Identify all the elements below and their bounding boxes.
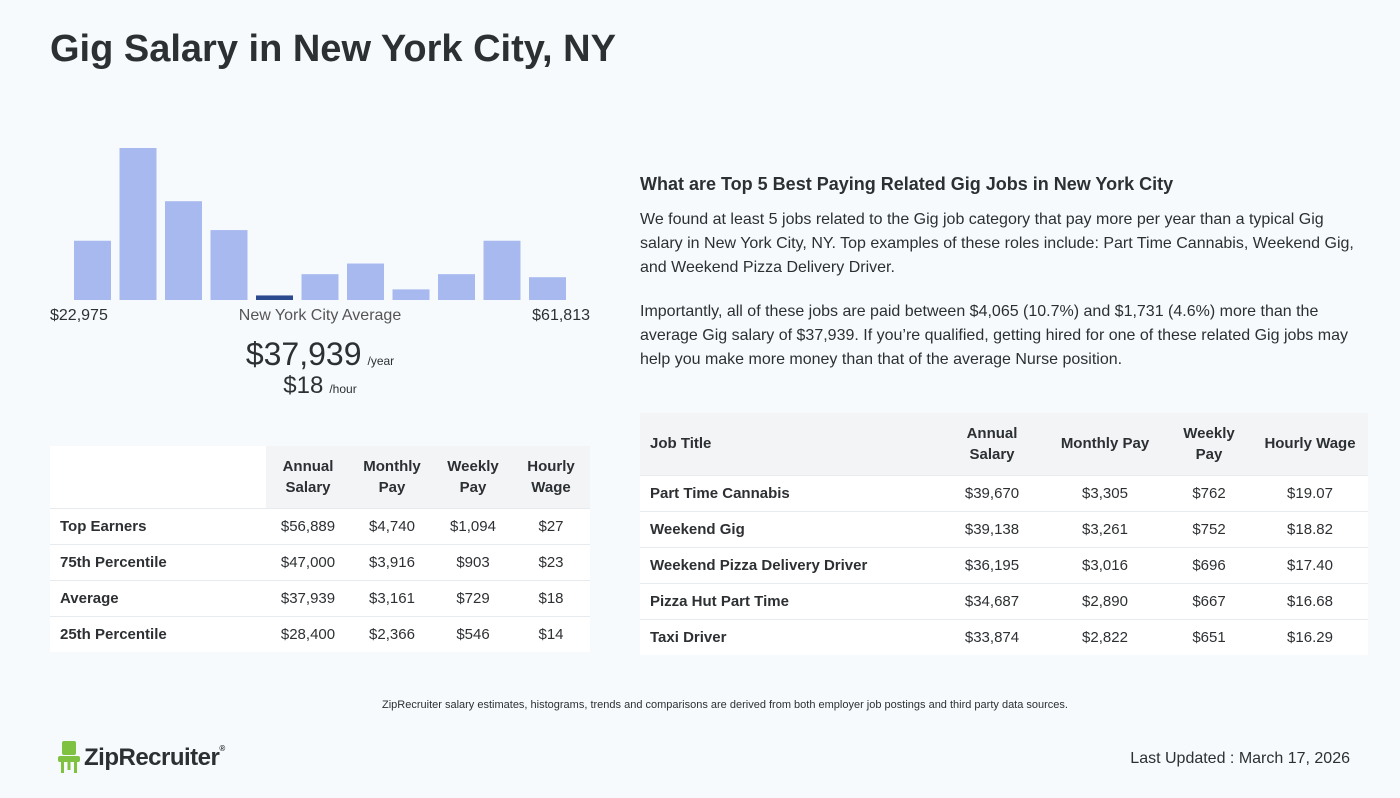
average-yearly-unit: /year bbox=[367, 354, 395, 368]
monthly-cell: $3,161 bbox=[350, 579, 434, 616]
histogram-bar bbox=[392, 289, 430, 300]
monthly-cell: $3,261 bbox=[1044, 510, 1166, 547]
related-jobs-intro: We found at least 5 jobs related to the … bbox=[640, 211, 1354, 276]
average-hourly-value: $18 bbox=[283, 372, 324, 399]
hourly-cell: $23 bbox=[512, 543, 590, 580]
related-jobs-table: Job Title Annual Salary Monthly Pay Week… bbox=[640, 413, 1368, 655]
average-hourly: $18/hour bbox=[50, 372, 590, 400]
weekly-cell: $752 bbox=[1166, 510, 1252, 547]
percentile-header-annual: Annual Salary bbox=[266, 446, 350, 508]
logo-registered-mark: ® bbox=[219, 744, 225, 753]
hourly-cell: $16.68 bbox=[1252, 582, 1368, 619]
annual-cell: $56,889 bbox=[266, 507, 350, 544]
percentile-header-monthly: Monthly Pay bbox=[350, 446, 434, 508]
table-row: Part Time Cannabis $39,670 $3,305 $762 $… bbox=[640, 474, 1368, 511]
monthly-cell: $3,305 bbox=[1044, 474, 1166, 511]
annual-cell: $36,195 bbox=[940, 546, 1044, 583]
annual-cell: $37,939 bbox=[266, 579, 350, 616]
jobs-header-weekly: Weekly Pay bbox=[1166, 413, 1252, 475]
row-label: 75th Percentile bbox=[50, 543, 266, 580]
histogram-min-label: $22,975 bbox=[50, 307, 108, 324]
job-title-cell: Pizza Hut Part Time bbox=[640, 582, 940, 619]
annual-cell: $33,874 bbox=[940, 618, 1044, 655]
weekly-cell: $903 bbox=[434, 543, 512, 580]
monthly-cell: $2,822 bbox=[1044, 618, 1166, 655]
percentile-table-header: Annual Salary Monthly Pay Weekly Pay Hou… bbox=[50, 446, 590, 508]
table-row: Pizza Hut Part Time $34,687 $2,890 $667 … bbox=[640, 582, 1368, 619]
monthly-cell: $2,890 bbox=[1044, 582, 1166, 619]
average-yearly-value: $37,939 bbox=[245, 336, 362, 372]
row-label: 25th Percentile bbox=[50, 615, 266, 652]
weekly-cell: $651 bbox=[1166, 618, 1252, 655]
hourly-cell: $19.07 bbox=[1252, 474, 1368, 511]
job-title-cell: Part Time Cannabis bbox=[640, 474, 940, 511]
table-row: 25th Percentile $28,400 $2,366 $546 $14 bbox=[50, 615, 590, 652]
histogram-bar bbox=[210, 230, 248, 300]
jobs-table-header: Job Title Annual Salary Monthly Pay Week… bbox=[640, 413, 1368, 475]
histogram-bar bbox=[74, 240, 111, 300]
histogram-average-label: New York City Average bbox=[238, 307, 402, 324]
hourly-cell: $17.40 bbox=[1252, 546, 1368, 583]
percentile-table: Annual Salary Monthly Pay Weekly Pay Hou… bbox=[50, 446, 590, 652]
histogram-bar bbox=[347, 263, 384, 300]
percentile-header-hourly: Hourly Wage bbox=[512, 446, 590, 508]
histogram-bar bbox=[438, 274, 475, 300]
hourly-cell: $18 bbox=[512, 579, 590, 616]
monthly-cell: $4,740 bbox=[350, 507, 434, 544]
histogram-bar bbox=[529, 277, 566, 300]
table-row: Taxi Driver $33,874 $2,822 $651 $16.29 bbox=[640, 618, 1368, 655]
row-label: Average bbox=[50, 579, 266, 616]
hourly-cell: $16.29 bbox=[1252, 618, 1368, 655]
annual-cell: $47,000 bbox=[266, 543, 350, 580]
page-title: Gig Salary in New York City, NY bbox=[50, 28, 616, 70]
table-row: Top Earners $56,889 $4,740 $1,094 $27 bbox=[50, 507, 590, 544]
histogram-max-label: $61,813 bbox=[532, 307, 590, 324]
annual-cell: $39,670 bbox=[940, 474, 1044, 511]
histogram-bar-average bbox=[256, 295, 293, 300]
weekly-cell: $696 bbox=[1166, 546, 1252, 583]
average-hourly-unit: /hour bbox=[329, 382, 357, 396]
job-title-cell: Taxi Driver bbox=[640, 618, 940, 655]
related-jobs-detail: Importantly, all of these jobs are paid … bbox=[640, 303, 1348, 368]
annual-cell: $28,400 bbox=[266, 615, 350, 652]
table-row: Average $37,939 $3,161 $729 $18 bbox=[50, 579, 590, 616]
job-title-cell: Weekend Pizza Delivery Driver bbox=[640, 546, 940, 583]
salary-histogram bbox=[74, 148, 566, 300]
monthly-cell: $3,916 bbox=[350, 543, 434, 580]
table-row: 75th Percentile $47,000 $3,916 $903 $23 bbox=[50, 543, 590, 580]
percentile-header-blank bbox=[50, 446, 266, 508]
table-row: Weekend Pizza Delivery Driver $36,195 $3… bbox=[640, 546, 1368, 583]
weekly-cell: $762 bbox=[1166, 474, 1252, 511]
table-row: Weekend Gig $39,138 $3,261 $752 $18.82 bbox=[640, 510, 1368, 547]
weekly-cell: $546 bbox=[434, 615, 512, 652]
ziprecruiter-logo[interactable]: ZipRecruiter® bbox=[58, 740, 225, 776]
jobs-header-title: Job Title bbox=[640, 413, 940, 475]
chair-icon bbox=[58, 741, 80, 773]
monthly-cell: $3,016 bbox=[1044, 546, 1166, 583]
histogram-bar bbox=[301, 274, 339, 300]
hourly-cell: $14 bbox=[512, 615, 590, 652]
hourly-cell: $27 bbox=[512, 507, 590, 544]
annual-cell: $39,138 bbox=[940, 510, 1044, 547]
monthly-cell: $2,366 bbox=[350, 615, 434, 652]
histogram-bar bbox=[165, 201, 202, 300]
last-updated: Last Updated : March 17, 2026 bbox=[1130, 750, 1350, 767]
histogram-bar bbox=[483, 240, 521, 300]
logo-text: ZipRecruiter® bbox=[84, 744, 225, 771]
hourly-cell: $18.82 bbox=[1252, 510, 1368, 547]
weekly-cell: $1,094 bbox=[434, 507, 512, 544]
job-title-cell: Weekend Gig bbox=[640, 510, 940, 547]
jobs-header-monthly: Monthly Pay bbox=[1044, 413, 1166, 475]
histogram-bar bbox=[119, 148, 157, 300]
annual-cell: $34,687 bbox=[940, 582, 1044, 619]
row-label: Top Earners bbox=[50, 507, 266, 544]
weekly-cell: $729 bbox=[434, 579, 512, 616]
jobs-header-hourly: Hourly Wage bbox=[1252, 413, 1368, 475]
related-jobs-heading: What are Top 5 Best Paying Related Gig J… bbox=[640, 174, 1174, 194]
jobs-header-annual: Annual Salary bbox=[940, 413, 1044, 475]
average-yearly: $37,939/year bbox=[50, 336, 590, 373]
weekly-cell: $667 bbox=[1166, 582, 1252, 619]
percentile-header-weekly: Weekly Pay bbox=[434, 446, 512, 508]
data-source-disclaimer: ZipRecruiter salary estimates, histogram… bbox=[382, 699, 1068, 711]
